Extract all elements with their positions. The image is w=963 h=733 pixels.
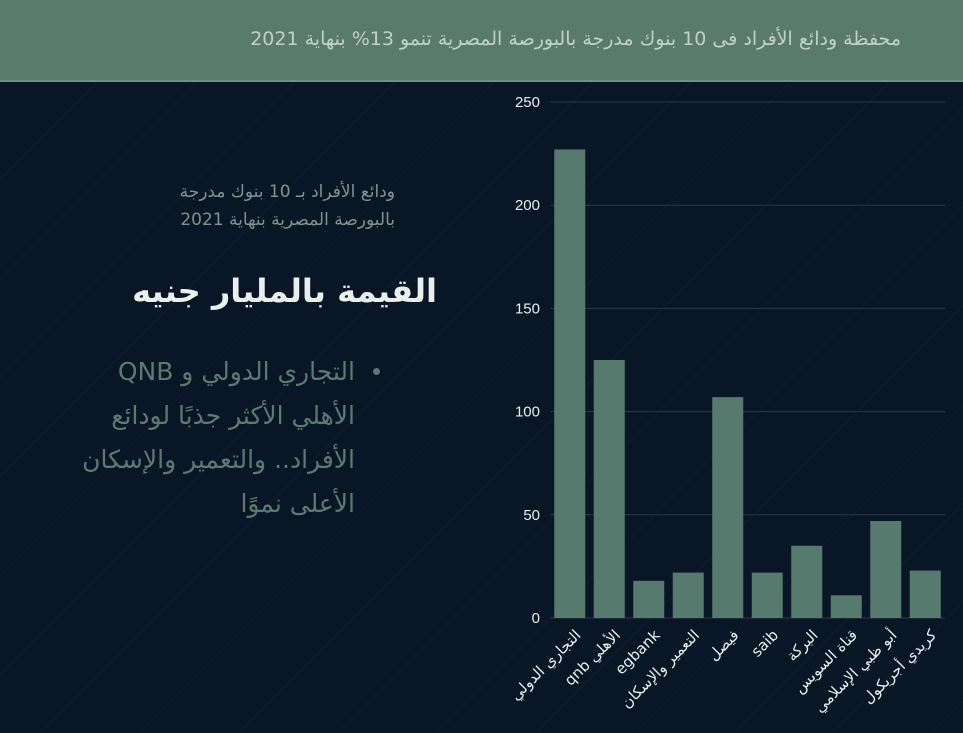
background-pattern	[0, 80, 963, 733]
bullet-line: الأهلي الأكثر جذبًا لودائع	[111, 401, 355, 430]
subtitle-line: ودائع الأفراد بـ 10 بنوك مدرجة	[179, 182, 395, 202]
header-bar: محفظة ودائع الأفراد فى 10 بنوك مدرجة بال…	[0, 0, 963, 82]
bullet-line: الأفراد.. والتعمير والإسكان	[82, 445, 355, 474]
bar	[672, 572, 704, 618]
page-title: محفظة ودائع الأفراد فى 10 بنوك مدرجة بال…	[250, 28, 901, 50]
x-tick-label: saib	[748, 626, 782, 660]
bar	[633, 580, 665, 618]
y-tick-label: 150	[515, 300, 540, 317]
bar	[554, 149, 586, 619]
y-tick-label: 50	[523, 507, 540, 524]
bullet-point: التجاري الدولي و QNB الأهلي الأكثر جذبًا…	[8, 350, 388, 526]
bar	[870, 520, 902, 618]
bullet-dot-icon	[373, 368, 380, 375]
y-tick-label: 250	[515, 94, 540, 111]
x-tick-label: فيصل	[704, 626, 742, 664]
y-tick-label: 100	[515, 404, 540, 421]
bar	[830, 595, 862, 618]
unit-heading: القيمة بالمليار جنيه	[132, 272, 437, 310]
bullet-line: الأعلى نموًا	[240, 489, 355, 518]
bar	[751, 572, 783, 618]
bar	[791, 545, 823, 618]
y-tick-label: 200	[515, 197, 540, 214]
bullet-line: التجاري الدولي و QNB	[117, 357, 355, 386]
bar	[909, 570, 941, 618]
subtitle-line: بالبورصة المصرية بنهاية 2021	[180, 210, 395, 230]
bar	[593, 360, 625, 618]
bar	[712, 397, 744, 618]
chart-subtitle: ودائع الأفراد بـ 10 بنوك مدرجة بالبورصة …	[75, 178, 395, 234]
y-tick-label: 0	[532, 610, 540, 627]
